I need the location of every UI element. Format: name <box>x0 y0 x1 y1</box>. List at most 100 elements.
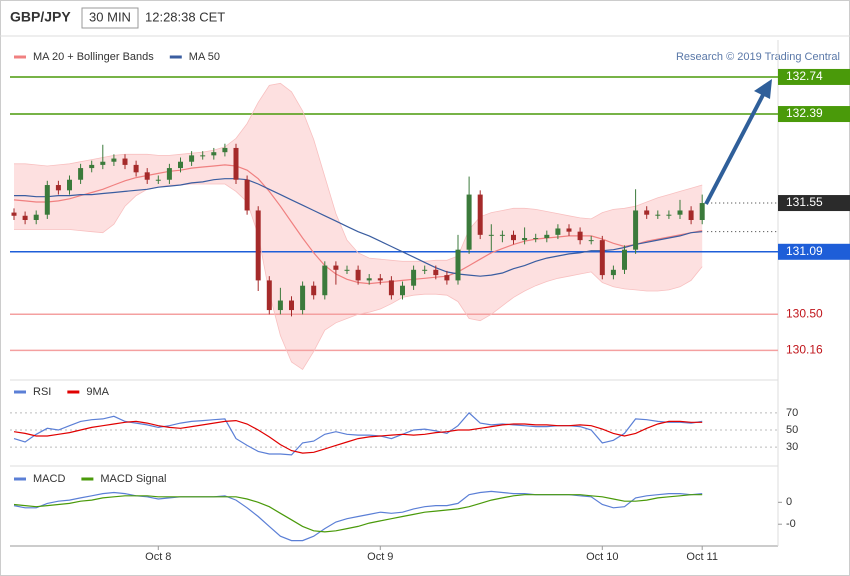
candle-body <box>178 161 183 169</box>
level-label: 130.50 <box>786 306 823 320</box>
candle-body <box>189 155 195 162</box>
candle-body <box>610 269 616 276</box>
candle-body <box>533 238 539 240</box>
candle-body <box>100 161 106 165</box>
interval-box <box>81 7 139 29</box>
candle-body <box>599 240 605 276</box>
candle-body <box>322 265 328 296</box>
candle-body <box>222 147 228 153</box>
level-label-bg <box>778 195 850 212</box>
candle-body <box>388 280 394 296</box>
candle-body <box>11 212 17 216</box>
level-label: 131.09 <box>786 244 823 258</box>
legend-label: 9MA <box>86 386 109 398</box>
line <box>13 419 703 454</box>
candle-body <box>22 215 28 220</box>
legend-label: RSI <box>33 386 51 398</box>
candle-body <box>511 234 516 241</box>
candle-body <box>300 285 306 311</box>
candle-body <box>411 269 417 286</box>
band-edge <box>14 183 703 370</box>
candle-body <box>555 228 561 235</box>
time: 12:28:38 CET <box>145 9 225 24</box>
level-label: 131.55 <box>786 195 823 209</box>
candle-body <box>333 265 339 270</box>
candle-body <box>588 240 594 242</box>
candle-body <box>655 214 661 216</box>
level-label: 132.74 <box>786 69 823 83</box>
candle-body <box>644 210 650 215</box>
candle-body <box>577 231 583 241</box>
candle-body <box>244 179 250 211</box>
forecast-arrowhead <box>754 79 772 99</box>
candle-body <box>422 269 428 271</box>
candle-body <box>400 285 405 296</box>
candle-body <box>544 234 550 239</box>
candle-body <box>255 210 261 281</box>
interval: 30 MIN <box>89 9 131 24</box>
candle-body <box>78 168 84 180</box>
band-edge <box>14 82 703 262</box>
candle-body <box>366 278 372 281</box>
candle-body <box>89 164 95 169</box>
candle-body <box>377 278 383 281</box>
candle-body <box>699 203 705 220</box>
candle-body <box>155 179 161 181</box>
candle-body <box>200 155 206 157</box>
candle-body <box>344 269 350 271</box>
level-label: 130.16 <box>786 343 823 357</box>
level-label-bg <box>778 68 850 85</box>
line <box>13 490 703 542</box>
candle-body <box>433 269 439 276</box>
legend-label: MACD Signal <box>100 473 166 485</box>
x-tick-label: Oct 9 <box>367 551 393 563</box>
candle-body <box>311 285 317 296</box>
y-tick-label: 0 <box>786 496 792 508</box>
candle-body <box>44 185 50 215</box>
x-tick-label: Oct 11 <box>686 551 718 563</box>
candle-body <box>144 172 150 180</box>
y-tick-label: -0 <box>786 518 796 530</box>
candle-body <box>522 238 528 241</box>
candle-body <box>211 152 217 156</box>
candle-body <box>633 210 639 250</box>
level-label: 132.39 <box>786 106 823 120</box>
candle-body <box>166 168 172 180</box>
legend-label: MA 50 <box>189 51 220 63</box>
candle-body <box>355 269 361 281</box>
candle-body <box>466 194 472 250</box>
candle-body <box>566 228 572 232</box>
candle-body <box>666 214 672 216</box>
candle-body <box>67 179 72 191</box>
candle-body <box>488 234 494 236</box>
candle-body <box>622 249 627 270</box>
level-label-bg <box>778 243 850 260</box>
candle-body <box>455 249 461 281</box>
y-tick-label: 70 <box>786 407 798 419</box>
candle-body <box>688 210 694 220</box>
line <box>13 494 703 533</box>
candle-body <box>499 234 505 236</box>
candle-body <box>122 158 128 165</box>
candle-body <box>289 300 294 311</box>
candle-body <box>233 147 239 180</box>
candle-body <box>33 214 39 220</box>
candle-body <box>111 158 117 162</box>
y-tick-label: 30 <box>786 441 798 453</box>
candle-body <box>277 300 283 311</box>
y-tick-label: 50 <box>786 424 798 436</box>
candle-body <box>677 210 683 215</box>
candle-body <box>266 280 272 311</box>
candle-body <box>444 275 450 281</box>
bollinger-band <box>14 83 703 370</box>
symbol: GBP/JPY <box>10 9 71 25</box>
x-tick-label: Oct 8 <box>145 551 171 563</box>
line <box>14 178 703 277</box>
credit: Research © 2019 Trading Central <box>676 51 840 63</box>
x-tick-label: Oct 10 <box>586 551 618 563</box>
legend-label: MACD <box>33 473 65 485</box>
candle-body <box>55 185 61 191</box>
level-label-bg <box>778 106 850 123</box>
